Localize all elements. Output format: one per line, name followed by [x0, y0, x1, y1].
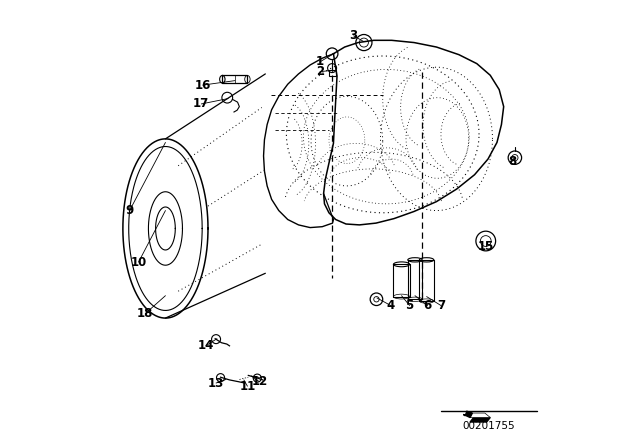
Text: 7: 7: [437, 299, 445, 312]
Text: 17: 17: [193, 97, 209, 111]
Text: 11: 11: [239, 379, 255, 393]
Text: 3: 3: [349, 29, 358, 43]
Text: 15: 15: [477, 240, 494, 253]
Text: 4: 4: [387, 299, 395, 312]
Text: 13: 13: [208, 376, 224, 390]
Polygon shape: [463, 411, 472, 418]
Polygon shape: [470, 418, 490, 422]
Text: 1: 1: [316, 55, 324, 69]
Text: 9: 9: [125, 204, 134, 217]
Text: 18: 18: [137, 307, 154, 320]
Text: 8: 8: [509, 155, 516, 168]
Text: 16: 16: [195, 78, 211, 92]
Polygon shape: [470, 413, 490, 418]
Text: 14: 14: [198, 339, 214, 353]
Text: 6: 6: [424, 299, 431, 312]
Text: 5: 5: [406, 299, 413, 312]
Text: 12: 12: [252, 375, 268, 388]
Text: 00201755: 00201755: [463, 422, 515, 431]
Text: 10: 10: [131, 255, 147, 269]
Text: 2: 2: [316, 65, 324, 78]
